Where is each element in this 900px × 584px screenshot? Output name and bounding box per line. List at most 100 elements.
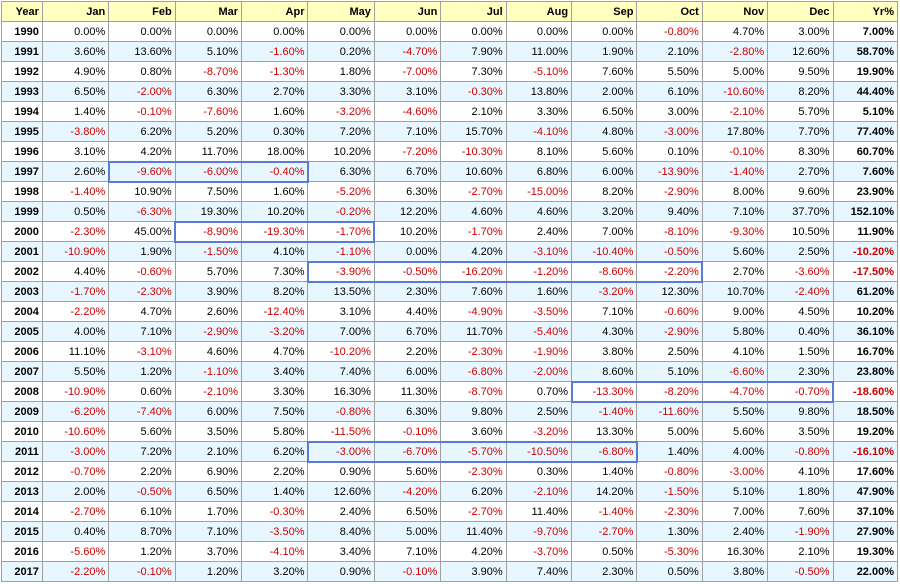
column-header-jul: Jul: [440, 1, 507, 22]
monthly-return-cell: -2.30%: [41, 221, 110, 242]
monthly-return-cell: -1.30%: [241, 61, 309, 82]
header-row: Year Jan Feb Mar Apr May Jun Jul Aug Sep Oct Nov Dec…: [1, 1, 899, 22]
monthly-return-cell: 7.10%: [701, 201, 769, 222]
monthly-return-cell: -2.70%: [440, 181, 507, 202]
monthly-return-cell: -3.20%: [571, 281, 638, 302]
year-cell: 2006: [1, 341, 43, 362]
monthly-return-cell: 13.30%: [571, 421, 638, 442]
monthly-return-cell: 10.70%: [701, 281, 769, 302]
year-cell: 2008: [1, 381, 43, 402]
monthly-return-cell: 6.50%: [571, 101, 638, 122]
monthly-return-cell: 2.70%: [701, 261, 769, 282]
monthly-return-cell: 5.10%: [701, 481, 769, 502]
monthly-return-cell: 5.60%: [108, 421, 176, 442]
monthly-return-cell: 2.60%: [174, 301, 243, 322]
monthly-return-cell: 13.80%: [505, 81, 573, 102]
yearly-return-cell: -17.50%: [832, 261, 899, 282]
table-header: Year Jan Feb Mar Apr May Jun Jul Aug Sep Oct Nov Dec…: [1, 1, 899, 22]
monthly-return-cell: -0.30%: [241, 501, 309, 522]
table-row: 2005 4.00% 7.10% -2.90% -3.20% 7.00% 6.70% 11.7…: [1, 321, 899, 342]
monthly-return-cell: 4.70%: [701, 21, 769, 42]
monthly-return-cell: 6.10%: [108, 501, 176, 522]
table-row: 2014 -2.70% 6.10% 1.70% -0.30% 2.40% 6.50% -2.7…: [1, 501, 899, 522]
monthly-return-cell: -10.90%: [41, 241, 110, 262]
table-row: 1991 3.60% 13.60% 5.10% -1.60% 0.20% -4.70% 7.9…: [1, 41, 899, 62]
monthly-return-cell: -0.80%: [636, 21, 703, 42]
monthly-return-cell: -3.00%: [307, 441, 375, 462]
monthly-return-cell: -0.70%: [767, 381, 834, 402]
monthly-return-cell: -5.10%: [505, 61, 573, 82]
monthly-return-cell: 2.50%: [505, 401, 573, 422]
monthly-return-cell: 2.20%: [241, 461, 309, 482]
monthly-return-cell: 1.40%: [241, 481, 309, 502]
monthly-return-cell: 4.30%: [571, 321, 638, 342]
table-row: 1996 3.10% 4.20% 11.70% 18.00% 10.20% -7.20% -1…: [1, 141, 899, 162]
monthly-return-cell: 0.00%: [41, 21, 110, 42]
monthly-return-cell: 1.90%: [571, 41, 638, 62]
table-row: 1995 -3.80% 6.20% 5.20% 0.30% 7.20% 7.10% 15.70…: [1, 121, 899, 142]
monthly-return-cell: 7.50%: [174, 181, 243, 202]
monthly-return-cell: 7.50%: [241, 401, 309, 422]
monthly-return-cell: 0.40%: [41, 521, 110, 542]
table-row: 2012 -0.70% 2.20% 6.90% 2.20% 0.90% 5.60% -2.30…: [1, 461, 899, 482]
monthly-return-cell: -2.40%: [767, 281, 834, 302]
monthly-return-cell: -3.80%: [41, 121, 110, 142]
monthly-return-cell: 9.80%: [440, 401, 507, 422]
column-header-total: Yr%: [832, 1, 899, 22]
monthly-return-cell: 4.00%: [41, 321, 110, 342]
monthly-return-cell: 5.60%: [373, 461, 442, 482]
monthly-return-cell: -0.50%: [767, 561, 834, 582]
column-header-year: Year: [1, 1, 43, 22]
year-cell: 2003: [1, 281, 43, 302]
year-cell: 1994: [1, 101, 43, 122]
monthly-return-cell: -2.20%: [41, 561, 110, 582]
year-cell: 2005: [1, 321, 43, 342]
monthly-return-cell: 4.70%: [108, 301, 176, 322]
monthly-return-cell: 37.70%: [767, 201, 834, 222]
monthly-return-cell: -6.60%: [701, 361, 769, 382]
monthly-return-cell: -2.30%: [108, 281, 176, 302]
monthly-return-cell: 1.60%: [241, 101, 309, 122]
monthly-return-cell: -9.30%: [701, 221, 769, 242]
year-cell: 2017: [1, 561, 43, 582]
monthly-return-cell: -6.20%: [41, 401, 110, 422]
monthly-return-cell: -10.50%: [505, 441, 573, 462]
monthly-return-cell: 2.00%: [41, 481, 110, 502]
table-row: 1993 6.50% -2.00% 6.30% 2.70% 3.30% 3.10% -0.30…: [1, 81, 899, 102]
monthly-return-cell: 9.80%: [767, 401, 834, 422]
monthly-return-cell: 11.40%: [505, 501, 573, 522]
monthly-return-cell: 7.00%: [571, 221, 638, 242]
monthly-return-cell: -1.60%: [241, 41, 309, 62]
monthly-return-cell: 8.00%: [701, 181, 769, 202]
monthly-return-cell: 1.20%: [108, 541, 176, 562]
monthly-return-cell: 11.70%: [440, 321, 507, 342]
monthly-return-cell: 6.20%: [440, 481, 507, 502]
year-cell: 2012: [1, 461, 43, 482]
monthly-return-cell: 1.50%: [767, 341, 834, 362]
monthly-return-cell: 11.70%: [174, 141, 243, 162]
monthly-return-cell: 6.90%: [174, 461, 243, 482]
yearly-return-cell: 23.90%: [832, 181, 899, 202]
year-cell: 2002: [1, 261, 43, 282]
monthly-return-cell: 2.60%: [41, 161, 110, 182]
year-cell: 1996: [1, 141, 43, 162]
monthly-return-cell: 4.40%: [373, 301, 442, 322]
monthly-return-cell: -0.60%: [636, 301, 703, 322]
monthly-return-cell: 0.80%: [108, 61, 176, 82]
monthly-return-cell: 3.60%: [41, 41, 110, 62]
monthly-return-cell: -3.00%: [41, 441, 110, 462]
monthly-return-cell: 7.60%: [767, 501, 834, 522]
monthly-return-cell: 2.70%: [767, 161, 834, 182]
year-cell: 2000: [1, 221, 43, 242]
monthly-return-cell: 3.80%: [701, 561, 769, 582]
monthly-return-cell: -5.70%: [440, 441, 507, 462]
yearly-return-cell: 18.50%: [832, 401, 899, 422]
monthly-return-cell: 4.70%: [241, 341, 309, 362]
monthly-return-cell: 5.70%: [767, 101, 834, 122]
monthly-return-cell: 2.00%: [571, 81, 638, 102]
table-row: 2000 -2.30% 45.00% -8.90% -19.30% -1.70% 10.20…: [1, 221, 899, 242]
table-row: 1992 4.90% 0.80% -8.70% -1.30% 1.80% -7.00% 7.3…: [1, 61, 899, 82]
column-header-dec: Dec: [767, 1, 834, 22]
table-row: 1998 -1.40% 10.90% 7.50% 1.60% -5.20% 6.30% -2.…: [1, 181, 899, 202]
monthly-return-cell: 45.00%: [108, 221, 176, 242]
